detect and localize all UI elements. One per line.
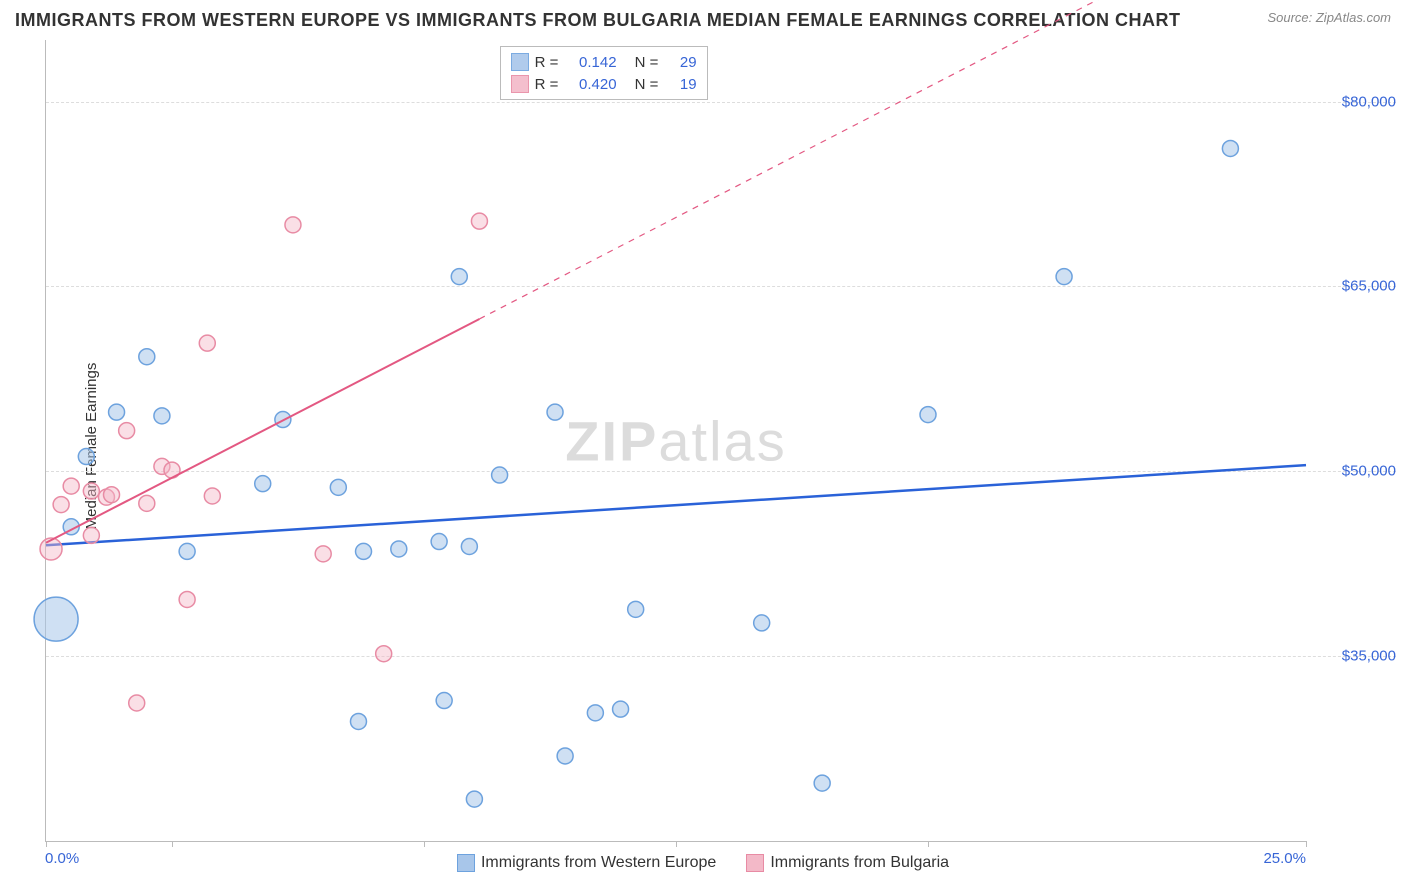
legend-r-value: 0.420 (569, 76, 617, 93)
series-legend: Immigrants from Western Europe Immigrants… (0, 854, 1406, 872)
data-point (613, 701, 629, 717)
scatter-svg (46, 40, 1306, 841)
data-point (814, 775, 830, 791)
legend-swatch (746, 854, 764, 872)
data-point (1222, 140, 1238, 156)
data-point (139, 349, 155, 365)
legend-swatch (511, 53, 529, 71)
data-point (315, 546, 331, 562)
data-point (154, 408, 170, 424)
data-point (285, 217, 301, 233)
chart-title: IMMIGRANTS FROM WESTERN EUROPE VS IMMIGR… (15, 10, 1180, 31)
legend-swatch (511, 75, 529, 93)
data-point (376, 646, 392, 662)
series-legend-label: Immigrants from Western Europe (481, 854, 716, 872)
data-point (557, 748, 573, 764)
y-tick-label: $65,000 (1311, 278, 1396, 295)
y-tick-label: $80,000 (1311, 93, 1396, 110)
legend-swatch (457, 854, 475, 872)
data-point (330, 479, 346, 495)
data-point (754, 615, 770, 631)
y-tick-label: $35,000 (1311, 648, 1396, 665)
data-point (451, 269, 467, 285)
source-credit: Source: ZipAtlas.com (1267, 10, 1391, 25)
data-point (547, 404, 563, 420)
trend-line (46, 319, 479, 543)
data-point (431, 534, 447, 550)
legend-n-label: N = (635, 76, 663, 93)
data-point (179, 591, 195, 607)
data-point (471, 213, 487, 229)
data-point (350, 713, 366, 729)
data-point (920, 407, 936, 423)
data-point (199, 335, 215, 351)
data-point (119, 423, 135, 439)
header: IMMIGRANTS FROM WESTERN EUROPE VS IMMIGR… (0, 0, 1406, 39)
data-point (628, 601, 644, 617)
x-tick (676, 841, 677, 847)
data-point (255, 476, 271, 492)
data-point (461, 538, 477, 554)
data-point (34, 597, 78, 641)
data-point (204, 488, 220, 504)
data-point (83, 527, 99, 543)
data-point (139, 495, 155, 511)
stats-legend-row: R = 0.420 N = 19 (511, 73, 697, 95)
data-point (1056, 269, 1072, 285)
stats-legend-row: R = 0.142 N = 29 (511, 51, 697, 73)
series-legend-label: Immigrants from Bulgaria (770, 854, 949, 872)
legend-r-label: R = (535, 76, 563, 93)
data-point (356, 543, 372, 559)
x-tick (1306, 841, 1307, 847)
series-legend-item: Immigrants from Western Europe (457, 854, 716, 872)
y-tick-label: $50,000 (1311, 463, 1396, 480)
data-point (53, 497, 69, 513)
data-point (129, 695, 145, 711)
legend-n-label: N = (635, 54, 663, 71)
legend-r-label: R = (535, 54, 563, 71)
data-point (391, 541, 407, 557)
x-tick (172, 841, 173, 847)
x-tick (928, 841, 929, 847)
data-point (63, 478, 79, 494)
data-point (179, 543, 195, 559)
data-point (104, 487, 120, 503)
trend-line (46, 465, 1306, 545)
series-legend-item: Immigrants from Bulgaria (746, 854, 949, 872)
stats-legend-box: R = 0.142 N = 29 R = 0.420 N = 19 (500, 46, 708, 100)
data-point (109, 404, 125, 420)
data-point (436, 693, 452, 709)
legend-r-value: 0.142 (569, 54, 617, 71)
data-point (492, 467, 508, 483)
legend-n-value: 29 (669, 54, 697, 71)
data-point (466, 791, 482, 807)
data-point (587, 705, 603, 721)
data-point (78, 449, 94, 465)
x-tick (424, 841, 425, 847)
legend-n-value: 19 (669, 76, 697, 93)
x-tick (46, 841, 47, 847)
chart-plot-area: ZIPatlas $35,000$50,000$65,000$80,000 R … (45, 40, 1306, 842)
data-point (83, 483, 99, 499)
